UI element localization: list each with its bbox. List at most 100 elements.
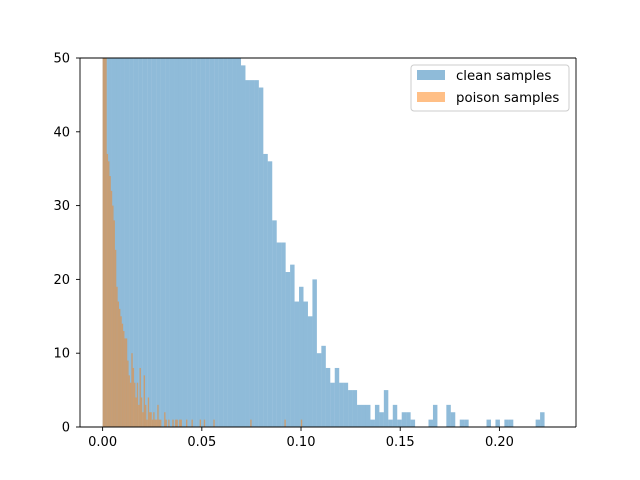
x-tick-label: 0.10: [287, 435, 316, 450]
legend-swatch-clean-samples: [417, 70, 445, 80]
legend: clean samples poison samples: [410, 64, 570, 112]
clean-samples-bar: [241, 65, 246, 427]
clean-samples-bar: [174, 58, 179, 427]
poison-samples-bar: [151, 419, 154, 427]
clean-samples-bars: [102, 58, 545, 428]
clean-samples-bar: [236, 58, 242, 427]
poison-samples-bar: [123, 331, 125, 427]
poison-samples-bar: [180, 419, 182, 427]
clean-samples-bar: [357, 404, 362, 427]
poison-samples-bar: [105, 58, 107, 427]
clean-samples-bar: [428, 419, 433, 427]
clean-samples-bar: [147, 58, 152, 427]
clean-samples-bar: [205, 58, 210, 427]
clean-samples-bar: [214, 58, 219, 427]
poison-samples-bar: [120, 316, 122, 427]
clean-samples-bar: [459, 419, 465, 427]
poison-samples-bar: [213, 419, 215, 427]
clean-samples-bar: [392, 404, 398, 427]
clean-samples-bar: [124, 58, 130, 427]
y-tick-label: 10: [53, 347, 70, 362]
clean-samples-bar: [245, 80, 250, 427]
clean-samples-bar: [330, 382, 335, 427]
legend-box: [410, 64, 570, 112]
clean-samples-bar: [325, 367, 331, 427]
clean-samples-bar: [540, 412, 545, 427]
poison-samples-bar: [175, 419, 177, 427]
y-tick-label: 40: [53, 125, 70, 140]
poison-samples-bar: [103, 58, 106, 427]
poison-samples-bar: [134, 382, 136, 427]
clean-samples-bar: [165, 58, 170, 427]
clean-samples-bar: [191, 58, 197, 427]
poison-samples-bar: [136, 382, 139, 427]
clean-samples-bar: [352, 390, 358, 427]
clean-samples-bar: [508, 419, 514, 427]
clean-samples-bar: [343, 382, 349, 427]
poison-samples-bar: [164, 412, 166, 427]
clean-samples-bar: [249, 80, 255, 427]
axes-frame: [79, 57, 577, 428]
poison-samples-bars: [102, 58, 303, 427]
clean-samples-bar: [406, 412, 411, 427]
clean-samples-bar: [397, 419, 402, 427]
clean-samples-bar: [486, 419, 491, 427]
poison-samples-bar: [203, 419, 206, 427]
poison-samples-bar: [108, 161, 110, 427]
poison-samples-bar: [114, 249, 117, 427]
poison-samples-bar: [139, 367, 141, 427]
clean-samples-bar: [263, 153, 268, 427]
clean-samples-bar: [178, 58, 183, 427]
poison-samples-bar: [121, 323, 124, 427]
clean-samples-bar: [232, 58, 237, 427]
x-axis: 0.00 0.05 0.10 0.15 0.20: [88, 427, 514, 450]
clean-samples-bar: [383, 390, 389, 427]
y-tick-label: 30: [53, 199, 70, 214]
poison-samples-bar: [172, 419, 174, 427]
clean-samples-bar: [223, 58, 228, 427]
clean-samples-bar: [196, 58, 201, 427]
clean-samples-bar: [334, 367, 340, 427]
poison-samples-bar: [157, 404, 159, 427]
poison-samples-bar: [143, 375, 145, 427]
poison-samples-bar: [132, 367, 135, 427]
clean-samples-bar: [116, 58, 121, 427]
clean-samples-bar: [495, 419, 500, 427]
poison-samples-bar: [129, 382, 132, 427]
clean-samples-bar: [151, 58, 157, 427]
clean-samples-bar: [316, 353, 322, 427]
poison-samples-bar: [125, 338, 128, 427]
poison-samples-bar: [165, 419, 167, 427]
poison-samples-bar: [168, 419, 170, 427]
clean-samples-bar: [432, 404, 438, 427]
poison-samples-bar: [117, 301, 120, 427]
poison-samples-bar: [160, 419, 162, 427]
poison-samples-bar: [102, 58, 104, 427]
clean-samples-bar: [370, 419, 375, 427]
poison-samples-bar: [112, 205, 114, 427]
clean-samples-bar: [258, 87, 264, 428]
clean-samples-bar: [348, 390, 353, 427]
poison-samples-bar: [284, 419, 286, 427]
clean-samples-bar: [290, 264, 295, 427]
poison-samples-bar: [110, 190, 113, 427]
clean-samples-bar: [379, 412, 384, 427]
x-tick-label: 0.20: [485, 435, 514, 450]
x-tick-label: 0.00: [88, 435, 117, 450]
clean-samples-bar: [401, 412, 407, 427]
y-axis: 0 10 20 30 40 50: [53, 52, 80, 436]
clean-samples-bar: [276, 242, 282, 427]
clean-samples-bar: [272, 220, 277, 427]
clean-samples-bar: [133, 58, 139, 427]
poison-samples-bar: [186, 419, 188, 427]
clean-samples-bar: [142, 58, 148, 427]
clean-samples-bar: [361, 404, 366, 427]
poison-samples-bar: [128, 375, 130, 427]
poison-samples-bar: [124, 338, 126, 427]
poison-samples-bar: [149, 412, 151, 427]
clean-samples-bar: [156, 58, 161, 427]
poison-samples-bar: [109, 176, 111, 427]
clean-samples-bar: [285, 272, 291, 427]
